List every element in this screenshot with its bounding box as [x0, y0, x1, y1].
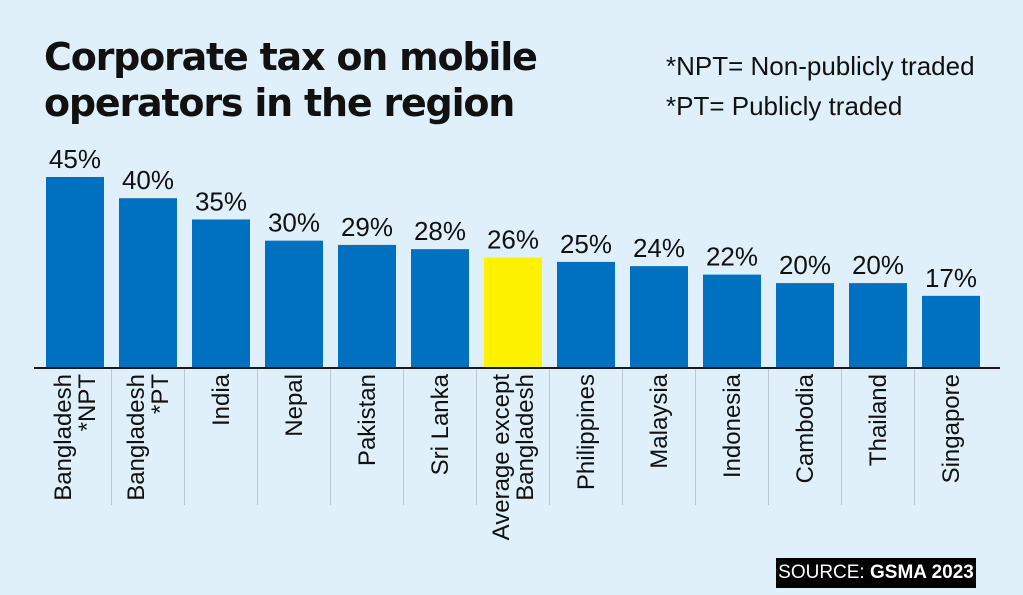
bar-value-label: 20%	[852, 250, 904, 280]
category-label-line: Sri Lanka	[427, 373, 454, 475]
category-label-line: Bangladesh	[512, 374, 539, 501]
category-label-line: Cambodia	[792, 373, 819, 483]
category-label-line: Nepal	[281, 374, 308, 437]
category-label: Malaysia	[646, 373, 673, 468]
bar	[192, 219, 250, 368]
category-label-line: India	[208, 373, 235, 426]
bar-value-label: 28%	[414, 216, 466, 246]
bar	[703, 274, 761, 368]
category-label-line: Philippines	[573, 374, 600, 490]
bar	[922, 295, 980, 368]
bar	[557, 261, 615, 368]
category-label: Bangladesh*PT	[123, 374, 174, 501]
bar	[849, 283, 907, 368]
bar	[776, 283, 834, 368]
category-labels-group: Bangladesh*NPT Bangladesh*PT India Nepal Pak…	[50, 373, 965, 540]
category-label: Sri Lanka	[427, 373, 454, 475]
bar-value-label: 20%	[779, 250, 831, 280]
category-label: Thailand	[865, 374, 892, 466]
category-label: Philippines	[573, 374, 600, 490]
category-label-line: Pakistan	[354, 374, 381, 466]
bars-group	[46, 177, 980, 368]
bar-value-label: 17%	[925, 263, 977, 293]
category-label: Bangladesh*NPT	[50, 374, 101, 501]
source-label: SOURCE:	[778, 562, 865, 583]
category-label: India	[208, 373, 235, 426]
legend-notes: *NPT= Non-publicly traded *PT= Publicly …	[666, 46, 975, 126]
bar	[338, 244, 396, 368]
source-badge: SOURCE: GSMA 2023	[776, 558, 976, 588]
note-npt: *NPT= Non-publicly traded	[666, 51, 975, 81]
bar-value-label: 40%	[122, 165, 174, 195]
category-dividers	[111, 368, 915, 505]
chart-title-line-1: Corporate tax on mobile	[44, 35, 538, 79]
category-label-line: Average except	[488, 374, 515, 541]
bar-value-label: 24%	[633, 233, 685, 263]
category-label-line: *PT	[147, 374, 174, 414]
bar-value-label: 26%	[487, 225, 539, 255]
chart-title: Corporate tax on mobile operators in the…	[44, 34, 604, 126]
bar-highlight	[484, 257, 542, 368]
category-label-line: Bangladesh	[50, 374, 77, 501]
category-label-line: Singapore	[938, 374, 965, 483]
category-label-line: Bangladesh	[123, 374, 150, 501]
chart-title-line-2: operators in the region	[44, 81, 515, 125]
category-label: Singapore	[938, 374, 965, 483]
bar	[119, 198, 177, 368]
value-labels-group: 45% 40% 35% 30% 29% 28% 26% 25% 24% 22% 20% 20% 17%	[49, 144, 977, 293]
bar-value-label: 22%	[706, 242, 758, 272]
bar-value-label: 45%	[49, 144, 101, 174]
bar	[630, 266, 688, 368]
bar	[411, 249, 469, 368]
bar-value-label: 29%	[341, 212, 393, 242]
note-pt: *PT= Publicly traded	[666, 91, 903, 121]
bar	[46, 177, 104, 368]
category-label-line: Thailand	[865, 374, 892, 466]
bar-value-label: 30%	[268, 208, 320, 238]
category-label: Pakistan	[354, 374, 381, 466]
category-label: Indonesia	[719, 373, 746, 478]
source-value: GSMA 2023	[870, 562, 974, 583]
category-label-line: Malaysia	[646, 373, 673, 468]
category-label-line: *NPT	[74, 374, 101, 432]
bar	[265, 240, 323, 368]
bar-value-label: 25%	[560, 229, 612, 259]
category-label: Nepal	[281, 374, 308, 437]
category-label-line: Indonesia	[719, 373, 746, 478]
bar-value-label: 35%	[195, 186, 247, 216]
category-label: Cambodia	[792, 373, 819, 483]
